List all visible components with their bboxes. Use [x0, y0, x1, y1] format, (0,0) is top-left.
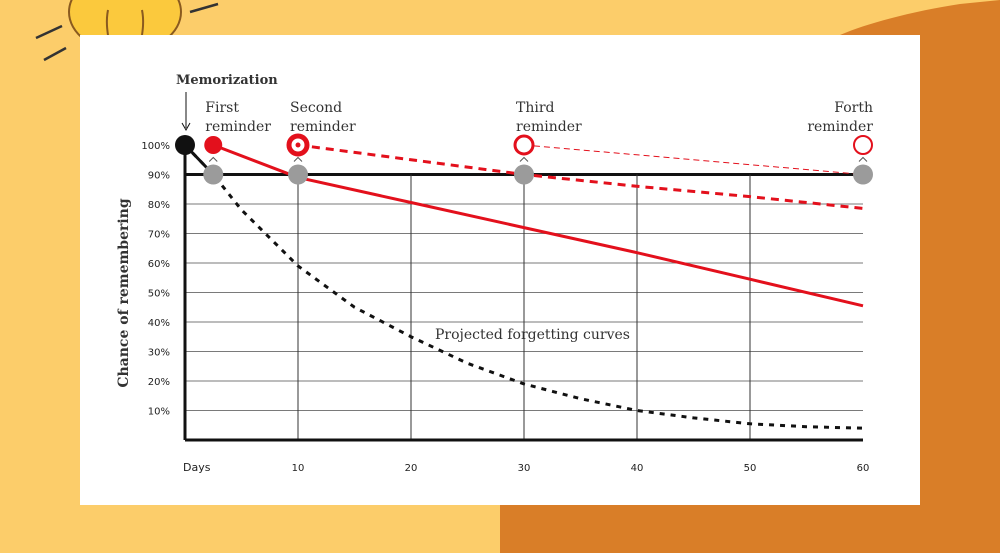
y-tick-label: 90%: [148, 171, 170, 182]
reminder-label-line2: reminder: [290, 119, 356, 135]
reminder-label-line1: Third: [516, 100, 555, 116]
checkpoint-caret-icon: [208, 156, 218, 162]
x-tick-label: 50: [744, 463, 757, 474]
checkpoint-caret-icon: [858, 156, 868, 162]
x-tick-label: 10: [292, 463, 305, 474]
checkpoint-point: [514, 164, 534, 185]
forgetting-curves-annotation: Projected forgetting curves: [435, 327, 630, 343]
reminder-label-line2: reminder: [205, 119, 271, 135]
reminder-marker: [204, 136, 223, 154]
checkpoint-point: [203, 164, 224, 185]
reminder-marker-dot: [295, 142, 301, 148]
x-tick-label: 20: [405, 463, 418, 474]
reminder-label-line2: reminder: [516, 119, 582, 135]
reminder-label-line1: Forth: [834, 100, 873, 116]
checkpoint-caret-icon: [519, 156, 529, 162]
gridlines: [185, 173, 863, 440]
y-tick-label: 70%: [148, 230, 170, 241]
x-tick-label: 30: [518, 463, 531, 474]
y-axis-label: Chance of remembering: [116, 198, 132, 387]
orange-blob: [500, 0, 1000, 553]
series-line-dashed-red: [297, 143, 864, 210]
reminder-marker: [513, 134, 535, 156]
tick-labels: 100% 90% 80% 70% 60% 50% 40% 30% 20% 10% 10 20 30 40 5…: [141, 141, 869, 474]
axes: [183, 145, 863, 442]
reminder-marker: [853, 135, 873, 155]
annotations: Days Chance of remembering Memorization …: [116, 73, 873, 474]
y-tick-label: 100%: [141, 141, 170, 152]
y-tick-label: 50%: [148, 289, 170, 300]
y-tick-label: 10%: [148, 407, 170, 418]
checkpoint-point: [853, 164, 873, 185]
x-tick-label: 60: [857, 463, 870, 474]
checkpoint-caret-icon: [293, 156, 303, 162]
series-line-solid-red: [212, 143, 864, 308]
reminder-label-line1: Second: [290, 100, 342, 116]
memorization-point: [175, 135, 195, 155]
series-line-thin-dashed-red: [523, 144, 864, 175]
reminder-label-line1: First: [205, 100, 239, 116]
forgetting-curve-chart: 100% 90% 80% 70% 60% 50% 40% 30% 20% 10% 10 20 30 40 5…: [116, 73, 873, 474]
y-tick-label: 20%: [148, 377, 170, 388]
memorization-label: Memorization: [176, 73, 278, 88]
memorization-arrowhead: [181, 122, 191, 132]
reminder-label-line2: reminder: [807, 119, 873, 135]
series-line-dotted-black: [183, 143, 864, 430]
y-tick-label: 40%: [148, 318, 170, 329]
x-tick-label: 40: [631, 463, 644, 474]
y-tick-label: 60%: [148, 259, 170, 270]
chart-card: 100% 90% 80% 70% 60% 50% 40% 30% 20% 10% 10 20 30 40 5…: [80, 35, 920, 505]
markers: [175, 133, 873, 185]
y-tick-label: 30%: [148, 348, 170, 359]
checkpoint-point: [288, 164, 308, 185]
y-tick-label: 80%: [148, 200, 170, 211]
x-axis-label: Days: [183, 461, 211, 474]
